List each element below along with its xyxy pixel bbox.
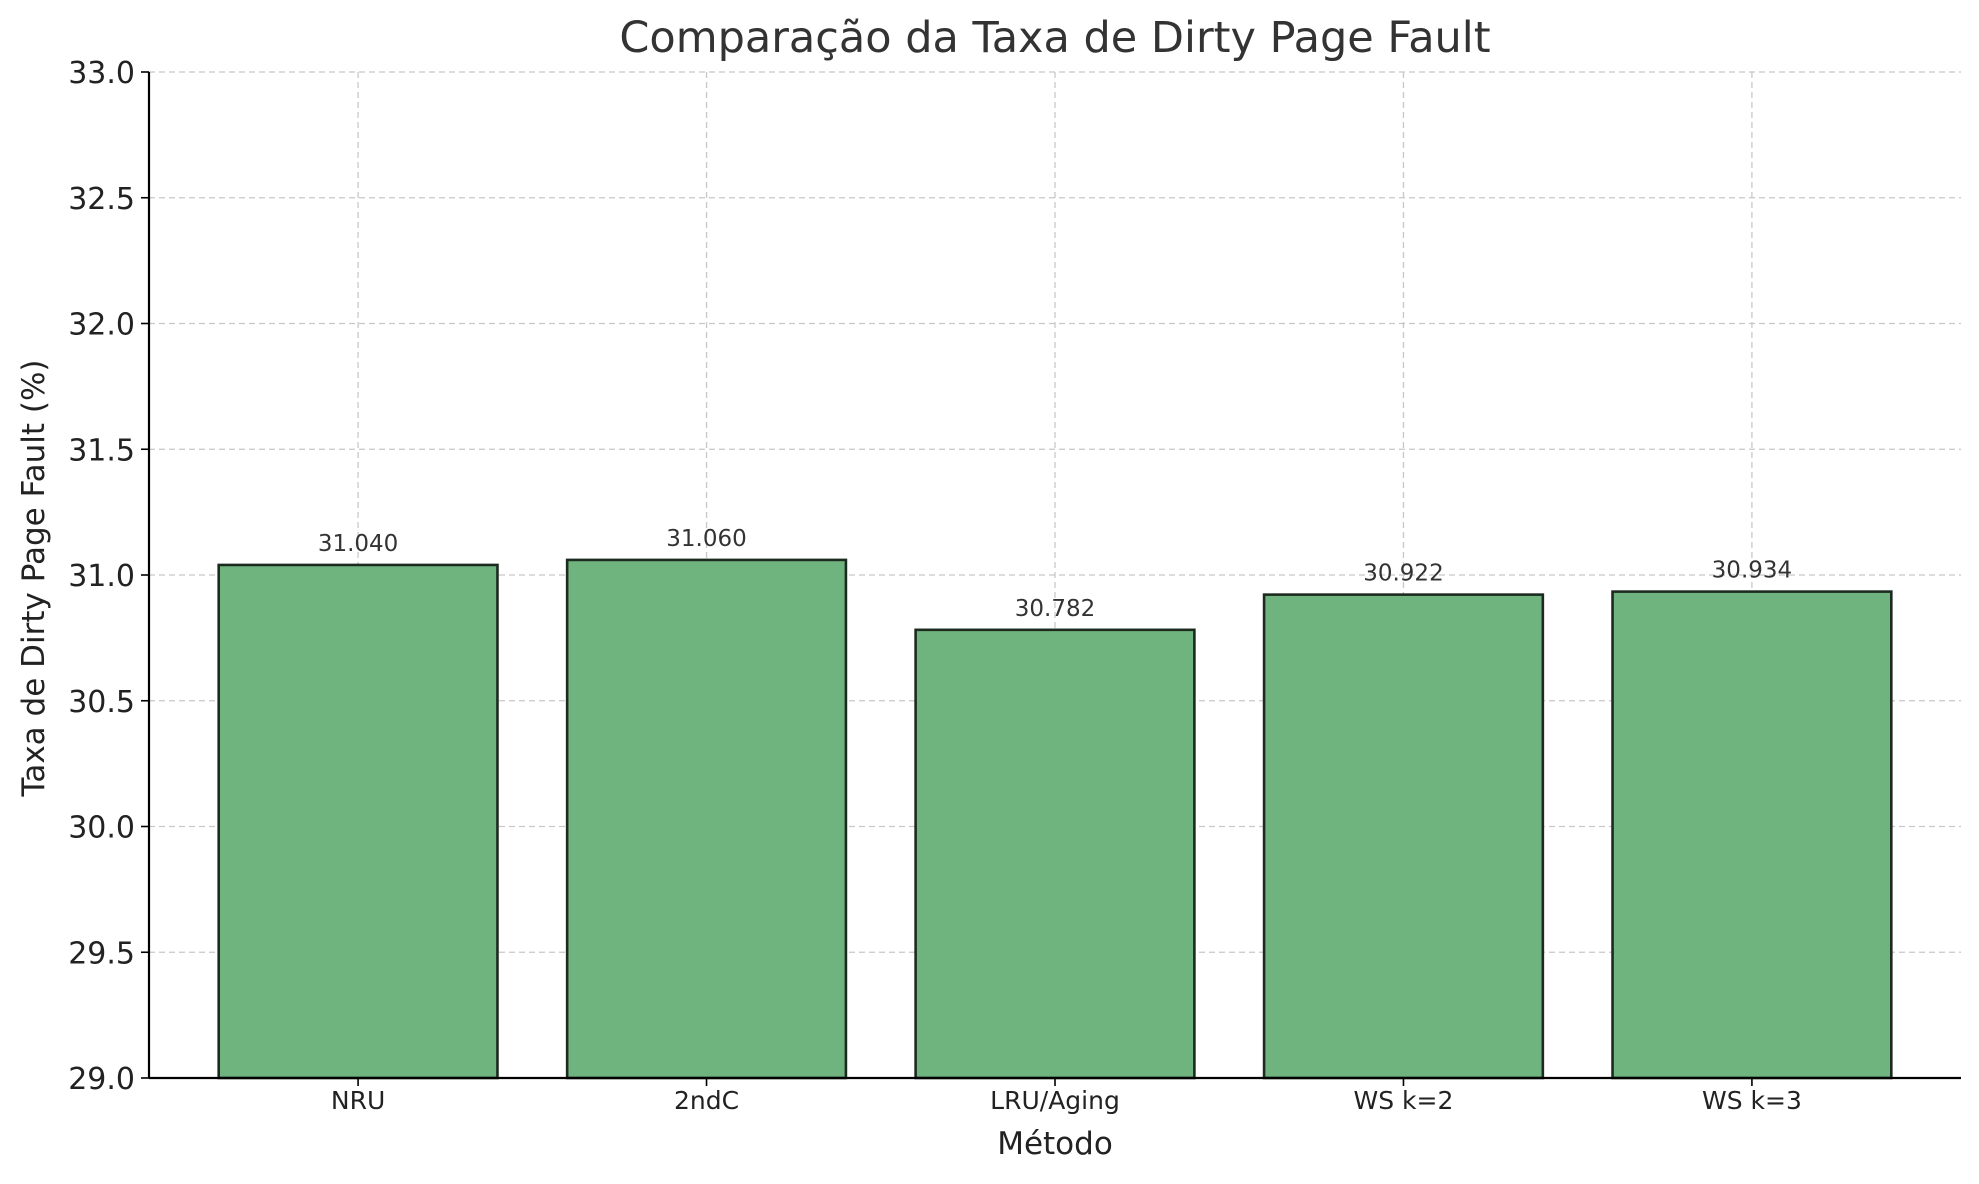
bar-value-label: 30.934: [1712, 558, 1792, 584]
y-tick-label: 31.5: [68, 433, 135, 468]
y-tick-label: 31.0: [68, 559, 135, 594]
bar-nru: [217, 563, 499, 1080]
axes-layer: [141, 71, 1961, 1086]
y-tick-label: 30.5: [68, 685, 135, 720]
y-tick-label: 33.0: [68, 56, 135, 91]
x-tick-label: 2ndC: [674, 1086, 739, 1115]
bar-value-label: 30.782: [1015, 596, 1095, 622]
bar-value-label: 31.040: [318, 531, 398, 557]
y-tick-label: 30.0: [68, 811, 135, 846]
bar-ws-k-2: [1262, 593, 1545, 1080]
y-tick-label: 32.5: [68, 182, 135, 217]
x-tick-label: WS k=3: [1702, 1086, 1802, 1115]
bar-value-label: 30.922: [1363, 561, 1443, 587]
x-tick-label: NRU: [331, 1086, 385, 1115]
x-tick-label: WS k=2: [1354, 1086, 1454, 1115]
bar-2ndc: [565, 558, 848, 1080]
chart-title: Comparação da Taxa de Dirty Page Fault: [619, 13, 1490, 63]
y-tick-label: 29.0: [68, 1062, 135, 1097]
y-tick-label: 29.5: [68, 936, 135, 971]
x-axis-title: Método: [997, 1126, 1113, 1162]
x-tick-label: LRU/Aging: [990, 1086, 1120, 1115]
y-axis-title: Taxa de Dirty Page Fault (%): [16, 360, 52, 798]
y-tick-label: 32.0: [68, 308, 135, 343]
bar-value-label: 31.060: [666, 526, 746, 552]
labels-layer: 29.0 29.5 30.0 30.5 31.0 31.5 32.0 32.5 33.0 31.0…: [68, 56, 1802, 1115]
bar-ws-k-3: [1611, 590, 1893, 1080]
bars-layer: [217, 558, 1893, 1080]
bar-lru-aging: [914, 628, 1196, 1080]
